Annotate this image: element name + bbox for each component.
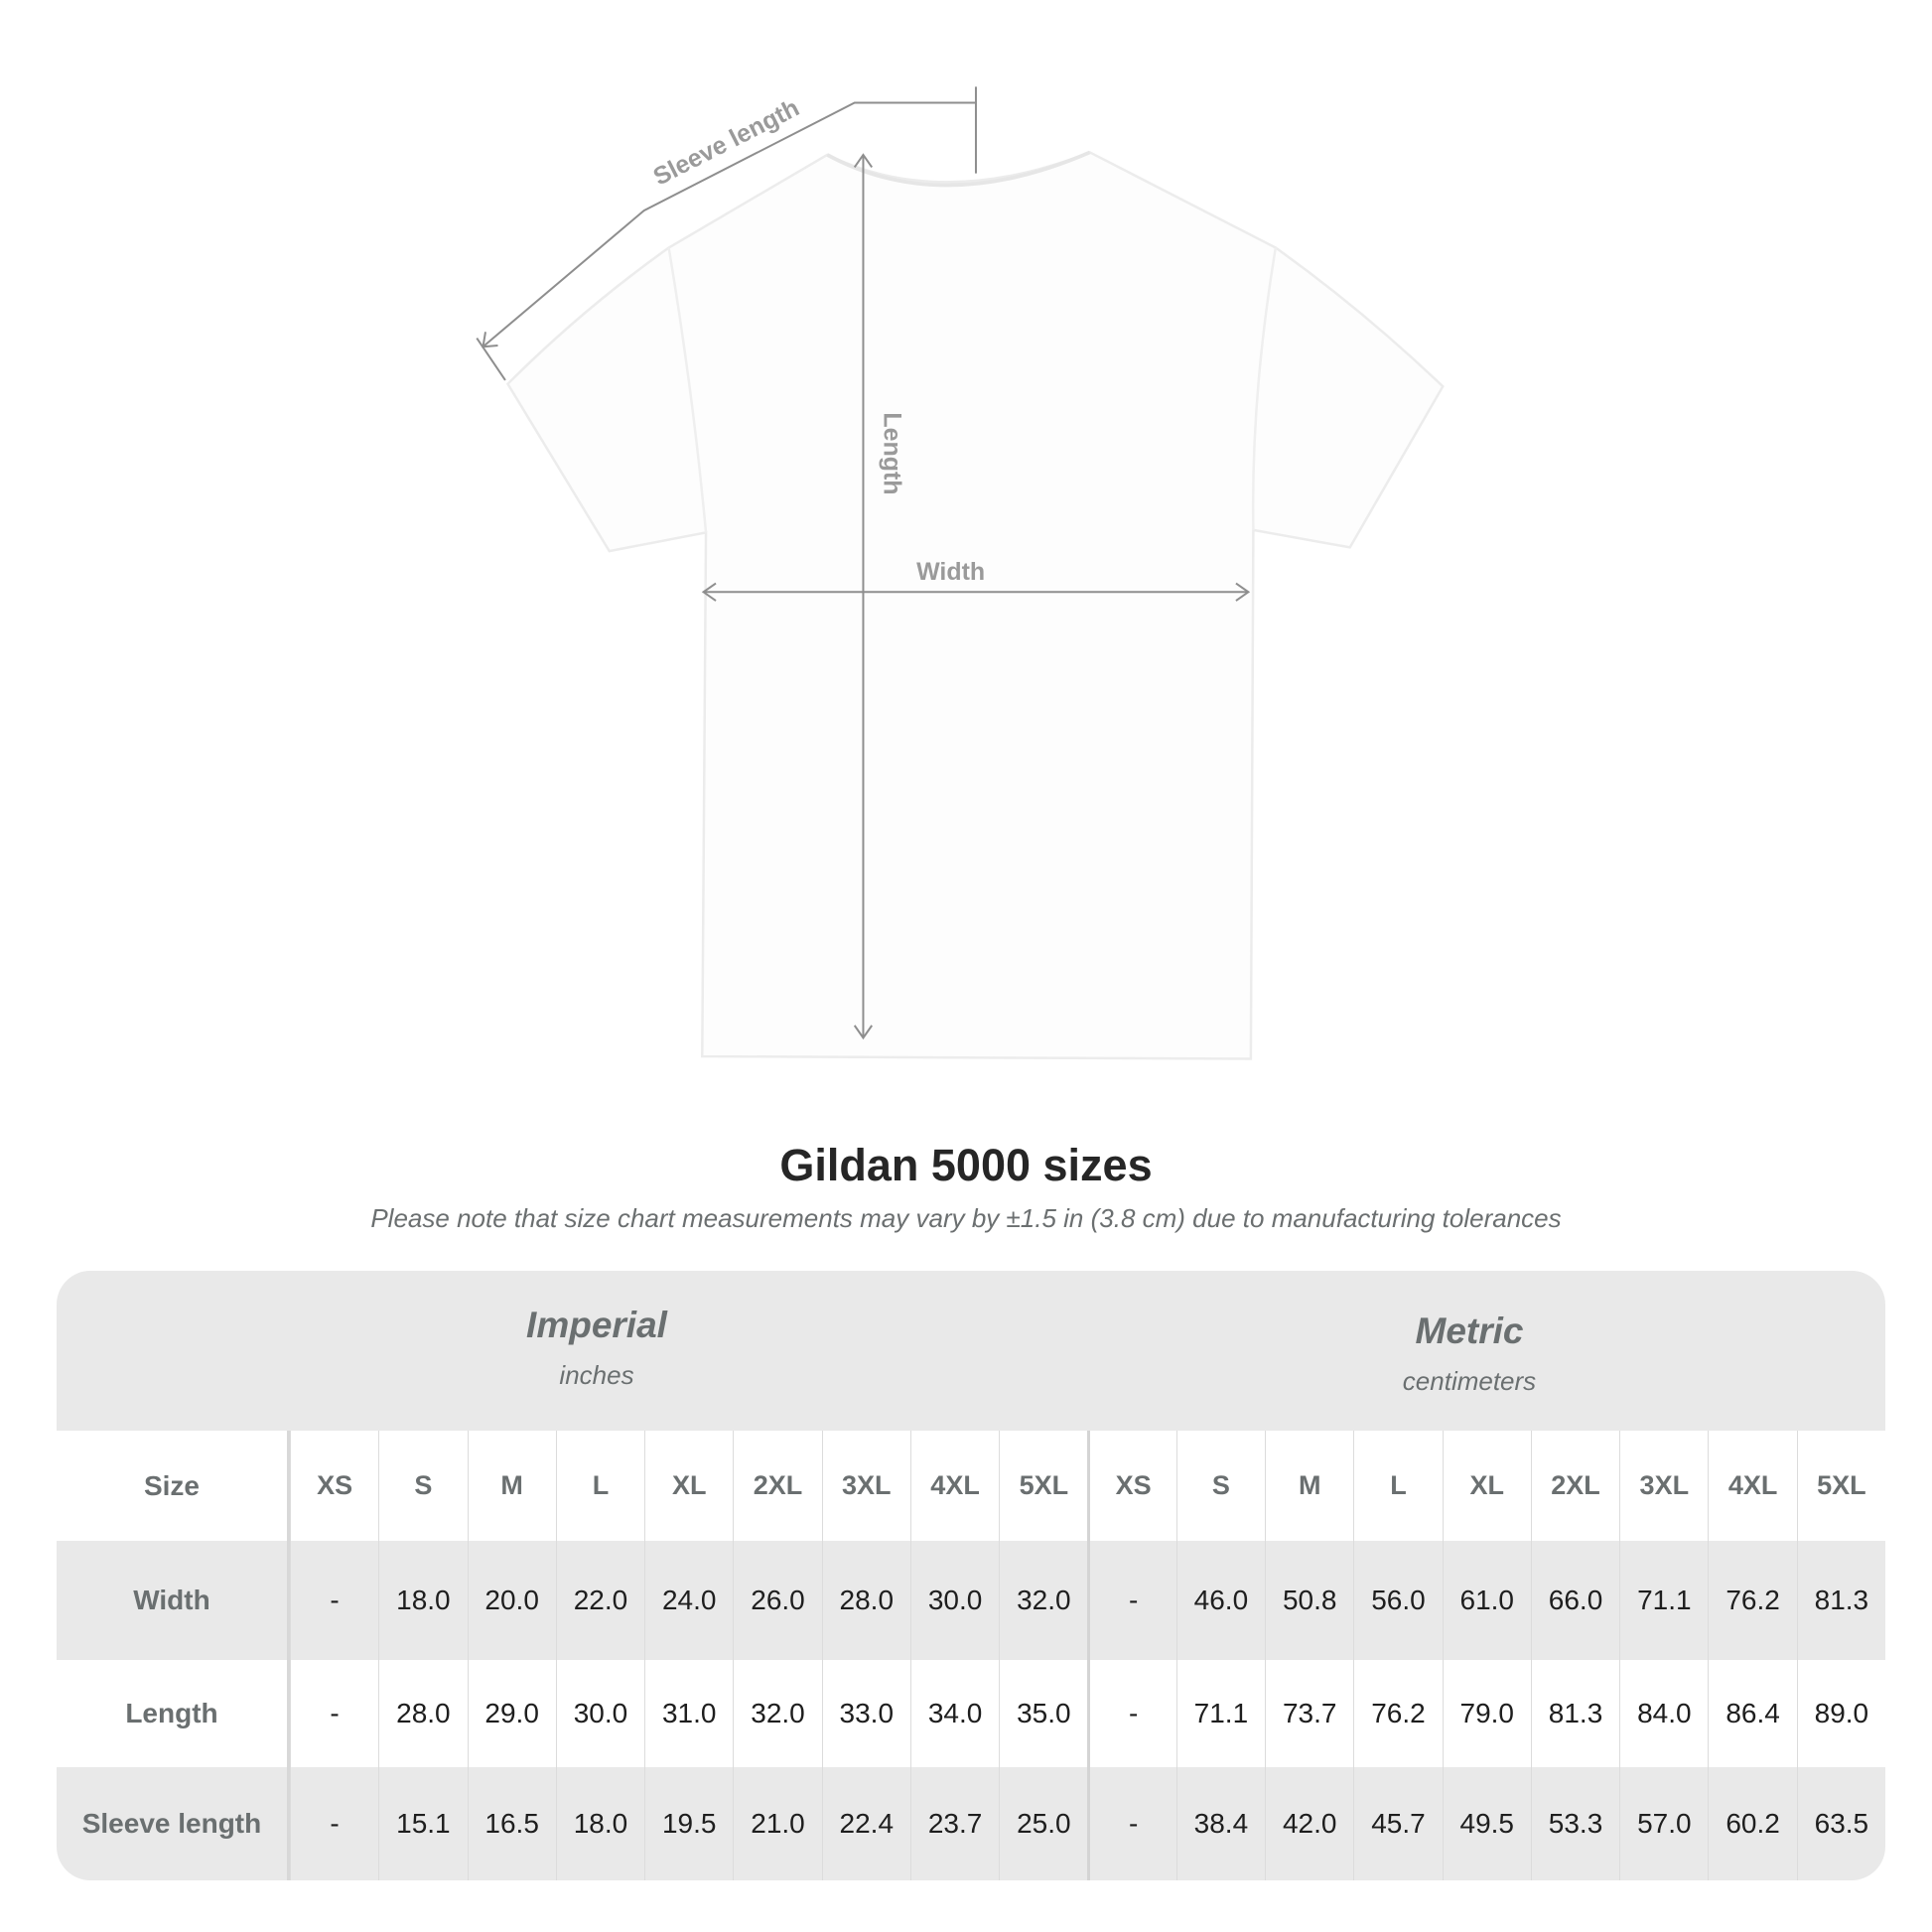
size-header-row: Size XS S M L XL 2XL 3XL 4XL 5XL XS S M L XL 2XL 3XL 4XL 5…: [57, 1431, 1885, 1541]
metric-unit: centimeters: [1402, 1366, 1537, 1396]
metric-size-header: M: [1265, 1431, 1353, 1541]
metric-size-header: 5XL: [1796, 1431, 1885, 1541]
imperial-value-cell: 28.0: [378, 1660, 467, 1767]
imperial-value-cell: 18.0: [555, 1767, 644, 1880]
imperial-value-cell: 28.0: [821, 1541, 910, 1660]
imperial-value-cell: 25.0: [999, 1767, 1087, 1880]
metric-value-cell: 56.0: [1353, 1541, 1442, 1660]
imperial-value-cell: -: [289, 1541, 378, 1660]
imperial-value-cell: 19.5: [644, 1767, 733, 1880]
metric-value-cell: -: [1087, 1541, 1175, 1660]
metric-value-cell: 49.5: [1442, 1767, 1531, 1880]
metric-size-header: XL: [1442, 1431, 1531, 1541]
width-label: Width: [916, 558, 985, 586]
metric-value-cell: 50.8: [1265, 1541, 1353, 1660]
metric-size-header: 4XL: [1708, 1431, 1796, 1541]
imperial-value-cell: -: [289, 1767, 378, 1880]
imperial-size-header: L: [555, 1431, 644, 1541]
metric-value-cell: 79.0: [1442, 1660, 1531, 1767]
metric-value-cell: 66.0: [1530, 1541, 1619, 1660]
imperial-value-cell: 30.0: [909, 1541, 999, 1660]
metric-value-cell: 81.3: [1530, 1660, 1619, 1767]
metric-header: Metric centimeters: [1221, 1311, 1718, 1397]
imperial-header: Imperial inches: [348, 1305, 845, 1391]
imperial-value-cell: 20.0: [467, 1541, 556, 1660]
sleeve-length-label: Sleeve length: [649, 94, 804, 192]
metric-value-cell: 60.2: [1708, 1767, 1796, 1880]
imperial-value-cell: 21.0: [733, 1767, 821, 1880]
metric-value-cell: 71.1: [1175, 1660, 1265, 1767]
size-table: Imperial inches Metric centimeters Size X…: [57, 1271, 1885, 1880]
imperial-value-cell: 24.0: [644, 1541, 733, 1660]
metric-size-header: L: [1353, 1431, 1442, 1541]
tshirt-illustration: [505, 151, 1445, 1060]
imperial-value-cell: 23.7: [909, 1767, 999, 1880]
tolerance-note: Please note that size chart measurements…: [370, 1203, 1562, 1233]
metric-value-cell: 89.0: [1796, 1660, 1885, 1767]
imperial-size-header: XL: [644, 1431, 733, 1541]
imperial-unit: inches: [559, 1360, 634, 1390]
imperial-value-cell: 16.5: [467, 1767, 556, 1880]
metric-value-cell: -: [1087, 1767, 1175, 1880]
imperial-size-header: 3XL: [821, 1431, 910, 1541]
imperial-size-header: M: [467, 1431, 556, 1541]
metric-size-header: 3XL: [1619, 1431, 1708, 1541]
row-label: Length: [57, 1660, 290, 1767]
table-row: Length -28.0 29.0 30.0 31.0 32.0 33.0 34.0 35.0-…: [57, 1660, 1885, 1767]
metric-value-cell: 38.4: [1175, 1767, 1265, 1880]
metric-value-cell: 84.0: [1619, 1660, 1708, 1767]
size-column-label: Size: [57, 1431, 290, 1541]
metric-value-cell: 61.0: [1442, 1541, 1531, 1660]
metric-size-header: XS: [1087, 1431, 1175, 1541]
imperial-value-cell: 32.0: [733, 1660, 821, 1767]
imperial-value-cell: 30.0: [555, 1660, 644, 1767]
imperial-value-cell: 22.0: [555, 1541, 644, 1660]
metric-value-cell: 53.3: [1530, 1767, 1619, 1880]
metric-value-cell: 45.7: [1353, 1767, 1442, 1880]
imperial-size-header: 5XL: [999, 1431, 1087, 1541]
imperial-value-cell: 34.0: [909, 1660, 999, 1767]
imperial-value-cell: -: [289, 1660, 378, 1767]
unit-header-band: Imperial inches Metric centimeters: [57, 1271, 1885, 1431]
metric-value-cell: -: [1087, 1660, 1175, 1767]
metric-value-cell: 71.1: [1619, 1541, 1708, 1660]
imperial-value-cell: 31.0: [644, 1660, 733, 1767]
imperial-value-cell: 35.0: [999, 1660, 1087, 1767]
metric-size-header: 2XL: [1530, 1431, 1619, 1541]
metric-value-cell: 81.3: [1796, 1541, 1885, 1660]
imperial-value-cell: 33.0: [821, 1660, 910, 1767]
table-row: Width -18.0 20.0 22.0 24.0 26.0 28.0 30.0 32.0-4…: [57, 1541, 1885, 1660]
page-title: Gildan 5000 sizes: [779, 1140, 1153, 1190]
metric-size-header: S: [1175, 1431, 1265, 1541]
imperial-value-cell: 22.4: [821, 1767, 910, 1880]
imperial-value-cell: 18.0: [378, 1541, 467, 1660]
row-label: Width: [57, 1541, 290, 1660]
imperial-title: Imperial: [526, 1305, 667, 1345]
imperial-value-cell: 32.0: [999, 1541, 1087, 1660]
length-label: Length: [879, 412, 906, 494]
metric-value-cell: 86.4: [1708, 1660, 1796, 1767]
imperial-size-header: S: [378, 1431, 467, 1541]
row-label: Sleeve length: [57, 1767, 290, 1880]
metric-value-cell: 46.0: [1175, 1541, 1265, 1660]
table-row: Sleeve length -15.1 16.5 18.0 19.5 21.0 22.4 23…: [57, 1767, 1885, 1880]
metric-value-cell: 76.2: [1708, 1541, 1796, 1660]
imperial-size-header: XS: [289, 1431, 378, 1541]
metric-value-cell: 42.0: [1265, 1767, 1353, 1880]
sleeve-length-arrow: [482, 101, 976, 348]
metric-value-cell: 76.2: [1353, 1660, 1442, 1767]
metric-value-cell: 63.5: [1796, 1767, 1885, 1880]
metric-value-cell: 73.7: [1265, 1660, 1353, 1767]
metric-title: Metric: [1415, 1311, 1524, 1351]
imperial-value-cell: 26.0: [733, 1541, 821, 1660]
metric-value-cell: 57.0: [1619, 1767, 1708, 1880]
imperial-value-cell: 29.0: [467, 1660, 556, 1767]
imperial-size-header: 2XL: [733, 1431, 821, 1541]
imperial-size-header: 4XL: [909, 1431, 999, 1541]
imperial-value-cell: 15.1: [378, 1767, 467, 1880]
